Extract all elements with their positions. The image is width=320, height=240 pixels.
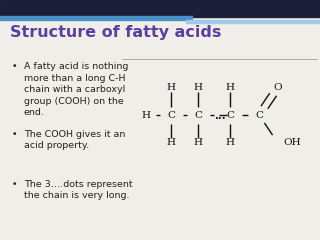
Text: •: • bbox=[11, 180, 17, 189]
Text: C: C bbox=[167, 111, 175, 120]
Text: C: C bbox=[255, 111, 263, 120]
Text: H: H bbox=[194, 83, 203, 92]
Bar bbox=[0, 0, 320, 17]
Text: H: H bbox=[226, 83, 235, 92]
Text: C: C bbox=[195, 111, 203, 120]
Bar bbox=[186, 20, 320, 23]
Text: C: C bbox=[227, 111, 234, 120]
Text: The COOH gives it an
acid property.: The COOH gives it an acid property. bbox=[24, 130, 125, 150]
Text: H: H bbox=[167, 83, 176, 92]
Text: •: • bbox=[11, 130, 17, 138]
Text: O: O bbox=[274, 83, 282, 92]
Bar bbox=[0, 16, 192, 20]
Text: The 3….dots represent
the chain is very long.: The 3….dots represent the chain is very … bbox=[24, 180, 132, 200]
Text: Structure of fatty acids: Structure of fatty acids bbox=[10, 25, 221, 40]
Text: H: H bbox=[167, 138, 176, 147]
Text: A fatty acid is nothing
more than a long C-H
chain with a carboxyl
group (COOH) : A fatty acid is nothing more than a long… bbox=[24, 62, 128, 117]
Text: H: H bbox=[141, 111, 150, 120]
Text: •: • bbox=[11, 62, 17, 72]
Text: ...: ... bbox=[214, 110, 226, 121]
Text: H: H bbox=[226, 138, 235, 147]
Text: H: H bbox=[194, 138, 203, 147]
Text: OH: OH bbox=[284, 138, 301, 147]
